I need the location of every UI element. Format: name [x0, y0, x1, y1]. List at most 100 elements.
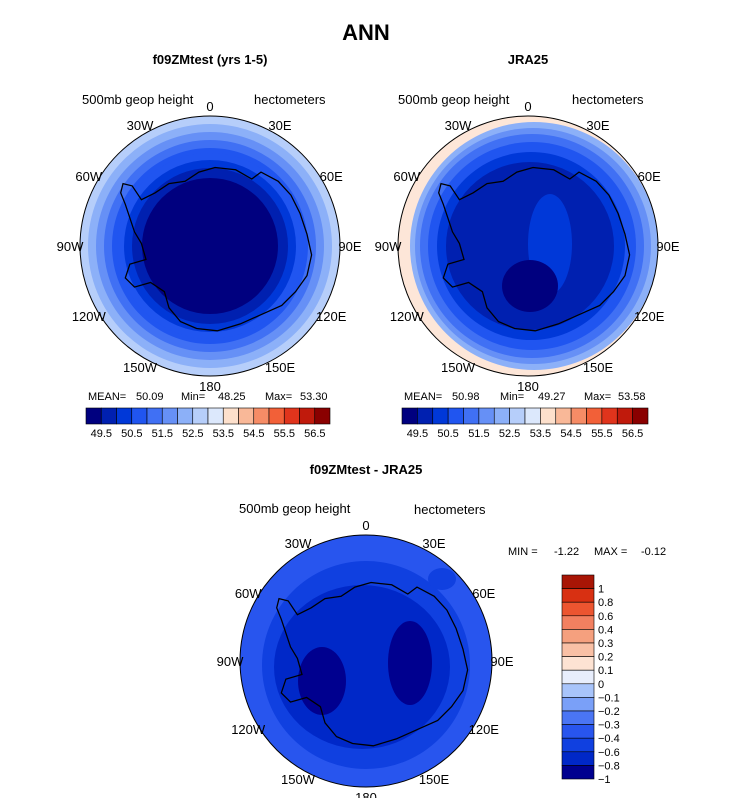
panel-model-colorbar: 49.5 50.5 51.5 52.5 53.5 54.5 55.5 56.5	[85, 407, 331, 440]
contour-region	[298, 647, 346, 715]
colorbar-swatch	[85, 407, 102, 425]
longitude-label: 30W	[445, 118, 472, 133]
panel-model-longitude-labels: 0 30E 60E 90E 120E 150E 180 150W 120W 90W 60W 30W	[57, 99, 362, 394]
colorbar-tick-label: 1	[598, 584, 604, 596]
panel-diff-map	[239, 534, 493, 788]
stat-max-value: 53.30	[300, 391, 328, 403]
longitude-label: 60W	[393, 169, 420, 184]
longitude-label: 90W	[57, 239, 84, 254]
panel-model-units: hectometers	[254, 92, 326, 107]
colorbar-swatch	[463, 407, 480, 425]
stat-max-value: 53.58	[618, 391, 646, 403]
longitude-label: 60E	[320, 169, 343, 184]
stat-min-label: Min=	[500, 391, 524, 403]
colorbar-swatch	[253, 407, 270, 425]
colorbar-tick-label: −0.3	[598, 720, 620, 732]
panel-diff: f09ZMtest - JRA25 500mb geop height hect…	[217, 462, 666, 803]
longitude-label: 120E	[316, 309, 347, 324]
longitude-label: 30E	[586, 118, 609, 133]
longitude-label: 120W	[231, 722, 266, 737]
longitude-label: 150E	[419, 772, 450, 787]
longitude-label: 90E	[490, 654, 513, 669]
colorbar-swatch	[540, 407, 557, 425]
map-border	[79, 115, 341, 377]
stat-mean-value: 50.98	[452, 391, 480, 403]
colorbar-tick-label: 51.5	[152, 428, 173, 440]
panel-model-stats: MEAN= 50.09 Min= 48.25 Max= 53.30	[88, 391, 328, 403]
map-border	[397, 115, 659, 377]
panel-model-map	[79, 115, 341, 377]
longitude-label: 150W	[123, 360, 158, 375]
colorbar-swatch	[177, 407, 194, 425]
longitude-label: 0	[206, 99, 213, 114]
panel-diff-variable: 500mb geop height	[239, 501, 351, 516]
colorbar-swatch	[561, 601, 595, 617]
contour-region	[428, 568, 456, 590]
longitude-label: 150E	[583, 360, 614, 375]
contour-region	[388, 621, 432, 705]
colorbar-swatch	[238, 407, 255, 425]
panel-obs-units: hectometers	[572, 92, 644, 107]
colorbar-tick-label: 50.5	[437, 428, 458, 440]
colorbar-swatch	[283, 407, 300, 425]
longitude-label: 60E	[472, 586, 495, 601]
panel-diff-stats: MIN = -1.22 MAX = -0.12	[508, 546, 666, 558]
longitude-label: 30W	[285, 536, 312, 551]
colorbar-swatch	[586, 407, 603, 425]
longitude-label: 90E	[656, 239, 679, 254]
colorbar-tick-label: −1	[598, 774, 611, 786]
colorbar-tick-label: 0.3	[598, 638, 613, 650]
panel-diff-title: f09ZMtest - JRA25	[310, 462, 423, 477]
colorbar-tick-label: 50.5	[121, 428, 142, 440]
colorbar-swatch	[192, 407, 209, 425]
colorbar-swatch	[417, 407, 434, 425]
longitude-label: 0	[524, 99, 531, 114]
colorbar-swatch	[616, 407, 633, 425]
contour-region	[502, 260, 558, 312]
colorbar-tick-label: 0.1	[598, 665, 613, 677]
colorbar-tick-label: 0.4	[598, 624, 613, 636]
colorbar-swatch	[524, 407, 541, 425]
panel-obs-longitude-labels: 0 30E 60E 90E 120E 150E 180 150W 120W 90W 60W 30W	[375, 99, 680, 394]
colorbar-swatch	[561, 737, 595, 753]
longitude-label: 0	[362, 518, 369, 533]
colorbar-swatch	[314, 407, 331, 425]
panel-obs-colorbar: 49.5 50.5 51.5 52.5 53.5 54.5 55.5 56.5	[401, 407, 649, 440]
panel-model: f09ZMtest (yrs 1-5) 500mb geop height he…	[57, 52, 362, 440]
longitude-label: 60W	[75, 169, 102, 184]
longitude-label: 120W	[72, 309, 107, 324]
colorbar-swatch	[268, 407, 285, 425]
longitude-label: 60E	[638, 169, 661, 184]
colorbar-tick-label: 0.6	[598, 611, 613, 623]
colorbar-swatch	[561, 642, 595, 657]
colorbar-swatch	[561, 629, 595, 644]
colorbar-tick-label: 49.5	[407, 428, 428, 440]
panel-obs-variable: 500mb geop height	[398, 92, 510, 107]
colorbar-swatch	[561, 751, 595, 766]
colorbar-swatch	[561, 656, 595, 671]
colorbar-tick-label: 52.5	[499, 428, 520, 440]
colorbar-swatch	[207, 407, 224, 425]
stat-max-label: Max=	[584, 391, 611, 403]
longitude-label: 120E	[634, 309, 665, 324]
colorbar-tick-label: −0.1	[598, 692, 620, 704]
longitude-label: 90W	[375, 239, 402, 254]
stat-max-label: Max=	[265, 391, 292, 403]
colorbar-swatch	[632, 407, 649, 425]
colorbar-tick-label: −0.2	[598, 706, 620, 718]
panel-obs: JRA25 500mb geop height hectometers 0 30E…	[375, 52, 680, 440]
panel-diff-colorbar: 10.8 0.60.4 0.3 0.20.1 0−0.1 −0.2 −0.3−0.4 −0.6…	[561, 574, 620, 786]
colorbar-swatch	[570, 407, 587, 425]
colorbar-tick-label: −0.4	[598, 733, 620, 745]
colorbar-swatch	[561, 615, 595, 630]
longitude-label: 150W	[441, 360, 476, 375]
colorbar-swatch	[561, 724, 595, 739]
colorbar-swatch	[478, 407, 495, 425]
longitude-label: 30W	[127, 118, 154, 133]
colorbar-swatch	[555, 407, 572, 425]
map-border	[239, 534, 493, 788]
colorbar-tick-label: 53.5	[530, 428, 551, 440]
panel-obs-stats: MEAN= 50.98 Min= 49.27 Max= 53.58	[404, 391, 646, 403]
colorbar-swatch	[561, 683, 595, 698]
stat-mean-value: 50.09	[136, 391, 164, 403]
